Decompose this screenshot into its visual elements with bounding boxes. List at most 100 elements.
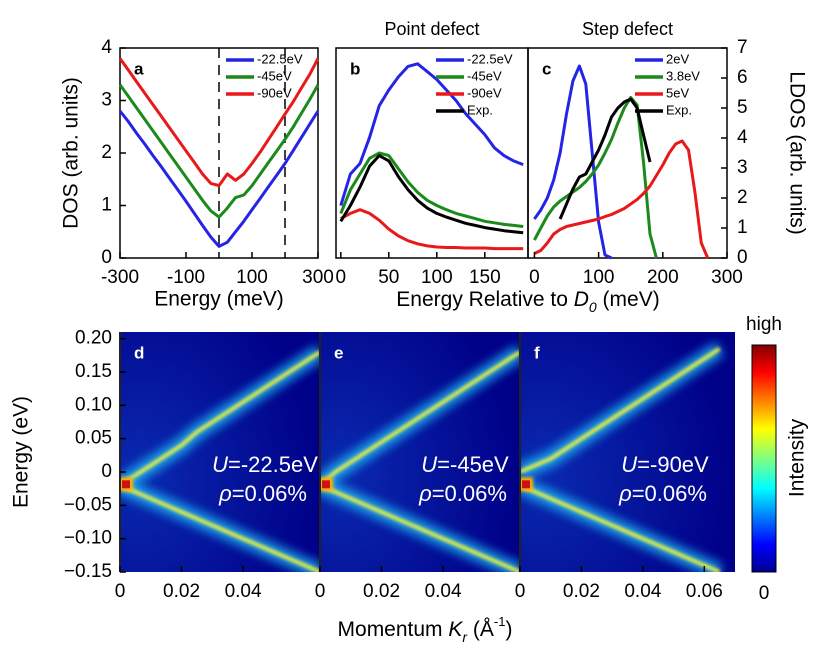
annotation-symbol: ρ [618, 481, 632, 506]
axis-label-part: K [448, 618, 463, 641]
panel-label: c [542, 59, 551, 78]
annotation-symbol: U [421, 452, 437, 477]
series-line [339, 151, 524, 228]
band-core [120, 350, 320, 487]
y2-tick-label: 7 [737, 37, 748, 58]
y2-tick-label: 5 [737, 97, 748, 118]
legend-label: -22.5eV [257, 51, 303, 66]
panel-label: d [134, 343, 144, 362]
axis-label-part: Momentum [338, 618, 449, 641]
panel-title: Step defect [582, 19, 673, 39]
annotation-text: =-22.5eV [228, 452, 318, 477]
x-tick-label: 0 [336, 267, 347, 288]
plot-frame [527, 47, 728, 259]
series-line [533, 139, 710, 259]
y-tick-label: −0.15 [64, 561, 112, 582]
annotation-symbol: U [212, 452, 228, 477]
x-tick-label: 0 [515, 581, 526, 602]
series-line [558, 97, 652, 220]
axis-label: Energy Relative to D0 (meV) [396, 288, 659, 315]
band-core [320, 483, 520, 572]
x-tick-label: 0.02 [163, 581, 200, 602]
axis-label-part: ) [505, 618, 512, 641]
series-line [118, 110, 320, 248]
x-tick-label: 0.04 [425, 581, 462, 602]
band-core [520, 347, 721, 474]
x-tick-label: -300 [101, 267, 139, 288]
annotation-text: =-90eV [637, 452, 709, 477]
annotation-symbol: U [621, 452, 637, 477]
legend-label: 3.8eV [666, 68, 700, 83]
axis-label: Momentum Kr (Å-1) [338, 614, 513, 645]
y-tick-label: −0.10 [64, 528, 112, 549]
annotation-text: =0.06% [232, 481, 307, 506]
annotation: ρ=0.06% [218, 481, 307, 506]
annotation: U=-22.5eV [212, 452, 318, 477]
legend-label: Exp. [666, 102, 692, 117]
panel-title: Point defect [384, 19, 479, 39]
annotation: U=-45eV [421, 452, 509, 477]
y-tick-label: 1 [101, 195, 112, 216]
x-tick-label: 0.02 [563, 581, 600, 602]
x-axis-label: Energy (meV) [154, 288, 284, 311]
y-tick-label: 0.05 [75, 428, 112, 449]
x-tick-label: 100 [583, 267, 615, 288]
x-tick-label: 300 [711, 267, 743, 288]
legend-label: -90eV [257, 85, 292, 100]
x-tick-label: 200 [647, 267, 679, 288]
annotation-text: =0.06% [432, 481, 507, 506]
colorbar-tick-label: 0 [759, 583, 770, 604]
annotation-symbol: ρ [418, 481, 432, 506]
annotation: ρ=0.06% [618, 481, 707, 506]
series-line [339, 154, 524, 235]
annotation-symbol: ρ [218, 481, 232, 506]
band-core [520, 483, 721, 572]
y-tick-label: 0.15 [75, 361, 112, 382]
x-tick-label: -100 [167, 267, 205, 288]
legend-label: Exp. [467, 102, 493, 117]
axis-label-part: r [462, 629, 468, 645]
y2-tick-label: 3 [737, 157, 748, 178]
series-line [118, 83, 320, 219]
colorbar-label: Intensity [786, 418, 809, 497]
panel-label: f [534, 343, 540, 362]
y2-tick-label: 6 [737, 67, 748, 88]
x-tick-label: 100 [236, 267, 268, 288]
colorbar [751, 344, 777, 573]
y2-axis-label: LDOS (arb. units) [785, 71, 808, 234]
series-line [533, 64, 613, 260]
x-tick-label: 50 [378, 267, 399, 288]
y-tick-label: 4 [101, 37, 112, 58]
y-tick-label: 0 [101, 461, 112, 482]
x-tick-label: 150 [469, 267, 501, 288]
y-tick-label: 0.20 [75, 328, 112, 349]
hot-spot-core [322, 480, 330, 489]
legend-label: 2eV [666, 51, 689, 66]
heatmap-bands [120, 345, 320, 572]
y-axis-label: DOS (arb. units) [60, 77, 83, 229]
panel-label: a [134, 59, 144, 78]
x-tick-label: 0.06 [686, 581, 723, 602]
x-tick-label: 0.04 [225, 581, 262, 602]
series-line [340, 208, 524, 251]
hot-spot-core [122, 480, 130, 489]
axis-label-part: 0 [589, 299, 597, 315]
hot-spot-core [522, 480, 530, 489]
y-tick-label: 0.10 [75, 394, 112, 415]
panel-label: b [350, 59, 360, 78]
y-tick-label: 2 [101, 142, 112, 163]
panel-label: e [334, 343, 343, 362]
series-line [118, 57, 320, 188]
legend-label: -22.5eV [467, 51, 513, 66]
x-tick-label: 300 [302, 267, 334, 288]
legend-label: -90eV [467, 85, 502, 100]
band-core [320, 350, 520, 487]
x-tick-label: 0.02 [363, 581, 400, 602]
axis-label-part: (meV) [597, 288, 660, 311]
axis-label-part: -1 [494, 614, 506, 629]
y-tick-label: 0 [101, 247, 112, 268]
x-tick-label: 100 [421, 267, 453, 288]
x-tick-label: 0 [315, 581, 326, 602]
series-line [533, 96, 658, 259]
